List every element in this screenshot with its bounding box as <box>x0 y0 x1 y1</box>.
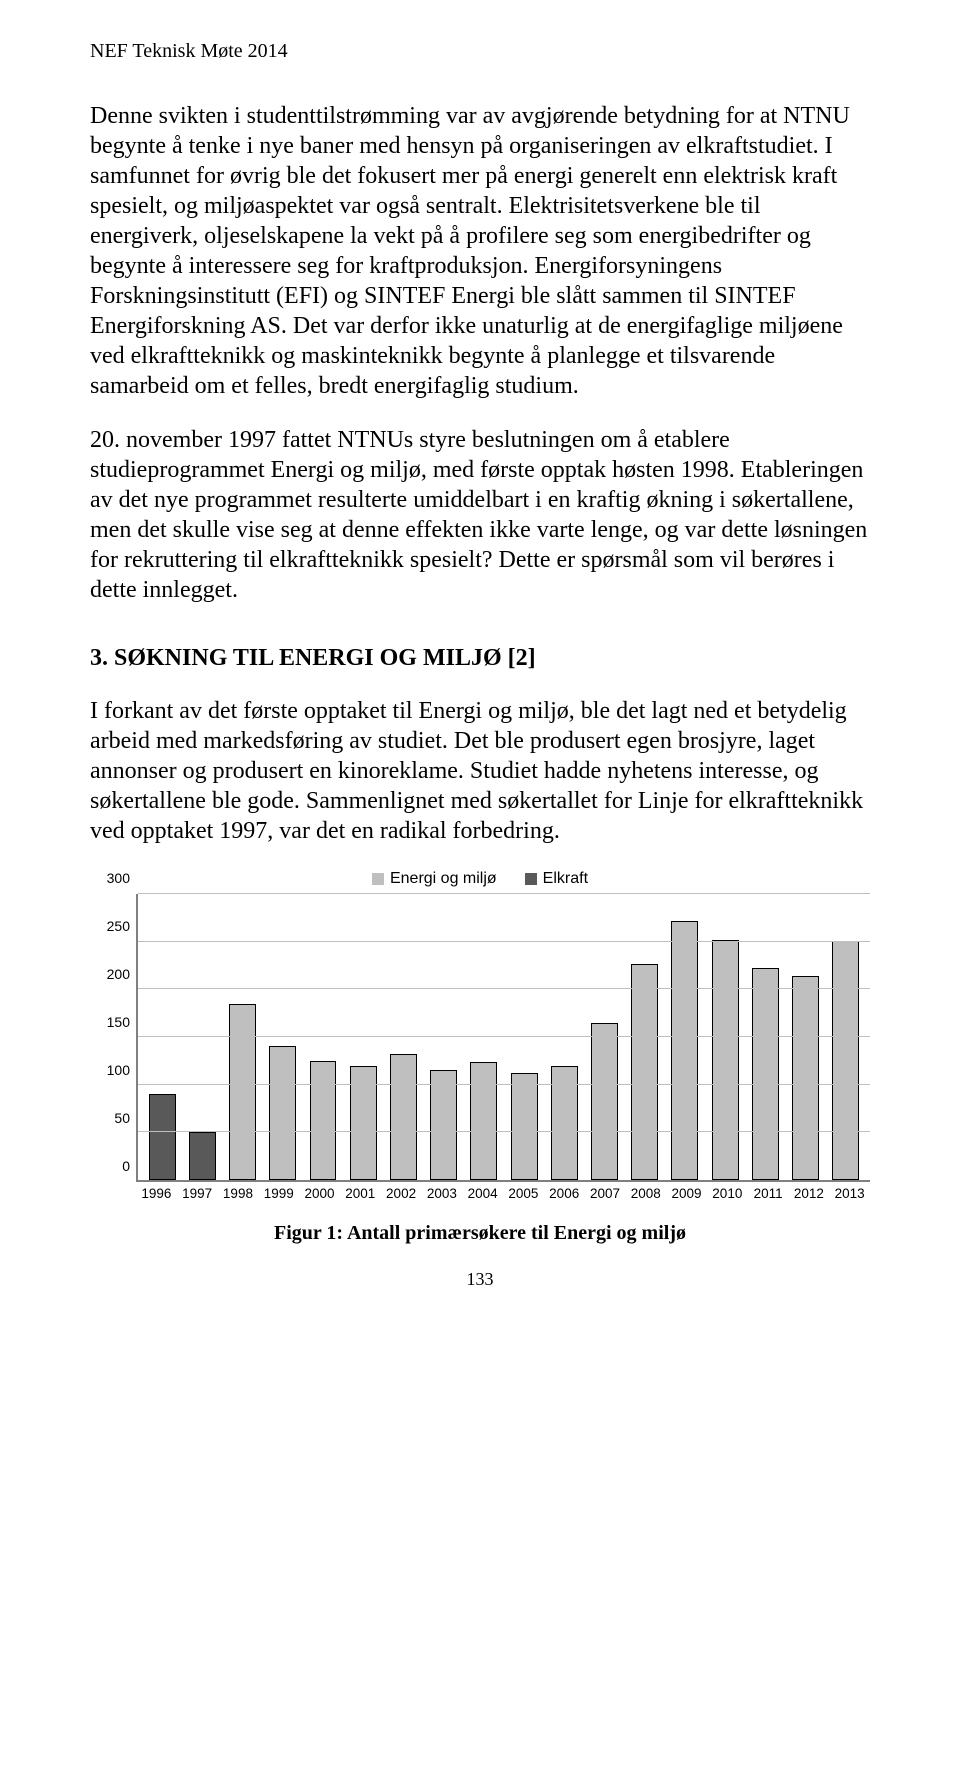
y-tick-label: 0 <box>122 1158 130 1174</box>
bar-slot <box>544 894 584 1180</box>
bar-slot <box>343 894 383 1180</box>
bar <box>470 1062 497 1180</box>
gridline <box>138 1131 870 1132</box>
bar <box>269 1046 296 1180</box>
bar-slot <box>383 894 423 1180</box>
bar-slot <box>303 894 343 1180</box>
gridline <box>138 893 870 894</box>
paragraph-2: 20. november 1997 fattet NTNUs styre bes… <box>90 425 870 605</box>
y-axis: 050100150200250300 <box>90 894 136 1182</box>
chart-legend: Energi og miljø Elkraft <box>90 870 870 888</box>
bar <box>390 1054 417 1180</box>
bar-slot <box>263 894 303 1180</box>
bar <box>631 964 658 1181</box>
paragraph-3: I forkant av det første opptaket til Ene… <box>90 696 870 846</box>
bar <box>671 921 698 1180</box>
bar <box>752 968 779 1180</box>
x-axis: 1996199719981999200020012002200320042005… <box>136 1182 870 1204</box>
page-header: NEF Teknisk Møte 2014 <box>90 40 870 63</box>
bar-slot <box>665 894 705 1180</box>
gridline <box>138 1036 870 1037</box>
x-tick-label: 2003 <box>421 1182 462 1204</box>
x-tick-label: 2001 <box>340 1182 381 1204</box>
x-tick-label: 2002 <box>381 1182 422 1204</box>
legend-swatch <box>372 873 384 885</box>
bar <box>832 941 859 1180</box>
bar-slot <box>786 894 826 1180</box>
chart-area: 050100150200250300 199619971998199920002… <box>90 894 870 1204</box>
legend-label: Elkraft <box>543 870 588 888</box>
gridline <box>138 941 870 942</box>
legend-swatch <box>525 873 537 885</box>
bar-slot <box>625 894 665 1180</box>
x-tick-label: 1998 <box>218 1182 259 1204</box>
y-tick-label: 50 <box>114 1110 130 1126</box>
bar-slot <box>142 894 182 1180</box>
x-tick-label: 2012 <box>789 1182 830 1204</box>
x-tick-label: 2008 <box>625 1182 666 1204</box>
legend-item: Elkraft <box>525 870 588 888</box>
y-tick-label: 300 <box>107 870 130 886</box>
y-tick-label: 150 <box>107 1014 130 1030</box>
bar <box>511 1073 538 1180</box>
x-tick-label: 1996 <box>136 1182 177 1204</box>
bar <box>591 1023 618 1180</box>
bar-slot <box>504 894 544 1180</box>
bar <box>189 1132 216 1180</box>
paragraph-1: Denne svikten i studenttilstrømming var … <box>90 101 870 401</box>
bar <box>792 976 819 1180</box>
bar <box>310 1061 337 1180</box>
bar-slot <box>584 894 624 1180</box>
x-tick-label: 2005 <box>503 1182 544 1204</box>
bar-slot <box>424 894 464 1180</box>
x-tick-label: 2007 <box>585 1182 626 1204</box>
section-heading: 3. SØKNING TIL ENERGI OG MILJØ [2] <box>90 645 870 672</box>
x-tick-label: 2009 <box>666 1182 707 1204</box>
legend-label: Energi og miljø <box>390 870 497 888</box>
gridline <box>138 1084 870 1085</box>
gridline <box>138 988 870 989</box>
x-tick-label: 2010 <box>707 1182 748 1204</box>
bar <box>430 1070 457 1180</box>
y-tick-label: 200 <box>107 966 130 982</box>
x-tick-label: 2006 <box>544 1182 585 1204</box>
bar <box>712 940 739 1180</box>
bar-slot <box>464 894 504 1180</box>
x-tick-label: 2013 <box>829 1182 870 1204</box>
y-tick-label: 100 <box>107 1062 130 1078</box>
figure-caption: Figur 1: Antall primærsøkere til Energi … <box>90 1222 870 1245</box>
bar-slot <box>826 894 866 1180</box>
bar-slot <box>222 894 262 1180</box>
bar-chart: Energi og miljø Elkraft 0 50 100 150 200 250 30… <box>90 870 870 1204</box>
y-tick-label: 250 <box>107 918 130 934</box>
plot-area <box>136 894 870 1182</box>
bar <box>229 1004 256 1180</box>
bars-container <box>138 894 870 1180</box>
legend-item: Energi og miljø <box>372 870 497 888</box>
x-tick-label: 2000 <box>299 1182 340 1204</box>
bar-slot <box>745 894 785 1180</box>
bar <box>149 1094 176 1180</box>
x-tick-label: 2011 <box>748 1182 789 1204</box>
x-tick-label: 1999 <box>258 1182 299 1204</box>
x-tick-label: 1997 <box>177 1182 218 1204</box>
x-tick-label: 2004 <box>462 1182 503 1204</box>
bar-slot <box>705 894 745 1180</box>
bar-slot <box>182 894 222 1180</box>
page-number: 133 <box>90 1269 870 1290</box>
